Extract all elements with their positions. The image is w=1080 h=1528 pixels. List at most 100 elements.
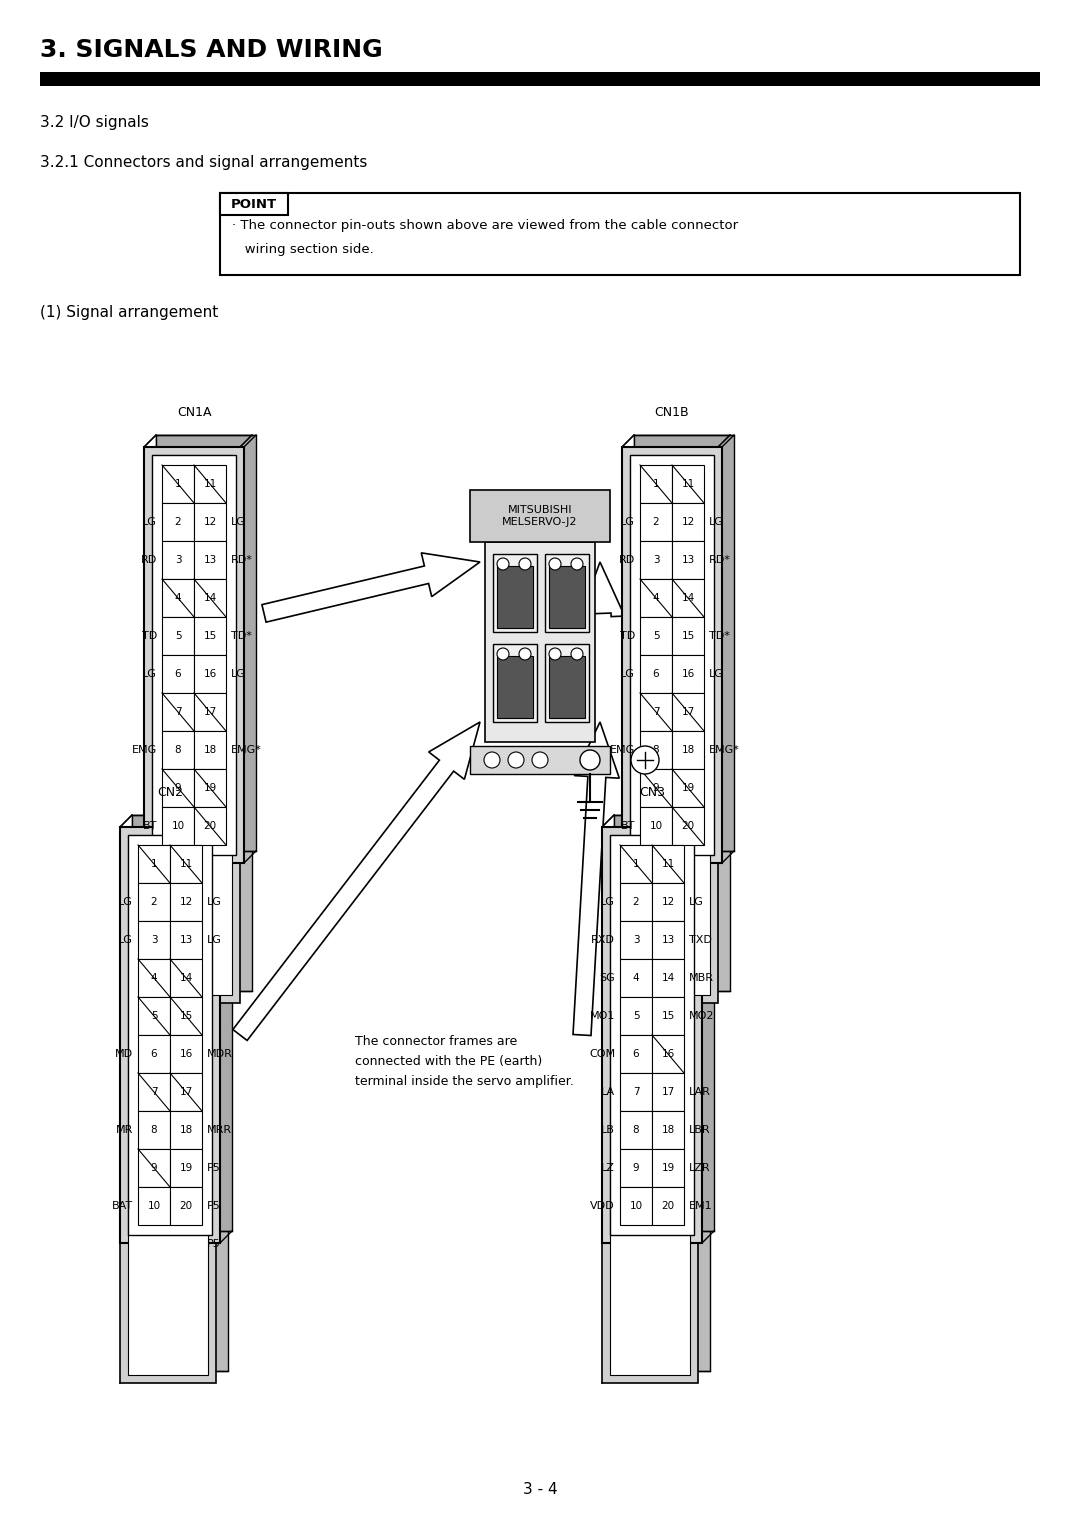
Text: RXD: RXD — [591, 935, 615, 944]
Circle shape — [497, 558, 509, 570]
Bar — [138, 1073, 170, 1111]
Text: TD*: TD* — [231, 631, 252, 642]
Bar — [156, 435, 252, 992]
Text: 14: 14 — [661, 973, 675, 983]
Text: TD: TD — [620, 631, 635, 642]
Text: CN1A: CN1A — [177, 406, 212, 419]
Text: EMG: EMG — [132, 746, 157, 755]
Text: wiring section side.: wiring section side. — [232, 243, 374, 257]
Bar — [640, 541, 672, 579]
Text: P5: P5 — [207, 1239, 220, 1248]
Text: EMG*: EMG* — [708, 746, 740, 755]
Bar — [170, 883, 202, 921]
Bar — [622, 448, 718, 1002]
Bar — [640, 503, 672, 541]
Text: 11: 11 — [203, 478, 217, 489]
Bar — [620, 1034, 652, 1073]
Circle shape — [549, 648, 561, 660]
Text: MO1: MO1 — [590, 1012, 615, 1021]
Text: LG: LG — [231, 669, 246, 678]
Bar — [620, 996, 652, 1034]
Bar — [610, 834, 694, 1235]
Bar — [220, 193, 1020, 275]
Bar — [630, 455, 710, 995]
Circle shape — [508, 752, 524, 769]
Circle shape — [631, 746, 659, 775]
Text: 2: 2 — [151, 897, 158, 908]
Text: 15: 15 — [681, 631, 694, 642]
Circle shape — [532, 752, 548, 769]
Bar — [622, 448, 723, 863]
Bar — [194, 579, 226, 617]
Text: LG: LG — [689, 897, 704, 908]
Text: RD*: RD* — [231, 555, 253, 565]
Text: CN2: CN2 — [157, 785, 183, 799]
Text: 12: 12 — [681, 516, 694, 527]
Text: 7: 7 — [175, 707, 181, 717]
Text: 4: 4 — [151, 973, 158, 983]
Bar — [194, 656, 226, 694]
Text: 18: 18 — [661, 1125, 675, 1135]
Text: 18: 18 — [681, 746, 694, 755]
Text: 5: 5 — [151, 1012, 158, 1021]
Text: LG: LG — [143, 516, 157, 527]
Text: LG: LG — [620, 516, 635, 527]
Text: 18: 18 — [179, 1125, 192, 1135]
Text: 7: 7 — [151, 1086, 158, 1097]
Text: 8: 8 — [633, 1125, 639, 1135]
Text: 3. SIGNALS AND WIRING: 3. SIGNALS AND WIRING — [40, 38, 382, 63]
Text: 2: 2 — [175, 516, 181, 527]
Text: EMG*: EMG* — [231, 746, 261, 755]
Bar — [138, 1149, 170, 1187]
Text: 14: 14 — [681, 593, 694, 604]
Bar — [194, 769, 226, 807]
Bar — [640, 694, 672, 730]
Bar — [138, 1187, 170, 1225]
Bar — [620, 1187, 652, 1225]
Bar — [652, 1073, 684, 1111]
Text: 19: 19 — [681, 782, 694, 793]
Circle shape — [519, 558, 531, 570]
Bar — [156, 435, 256, 851]
Text: 17: 17 — [179, 1086, 192, 1097]
Bar — [620, 921, 652, 960]
Bar — [138, 1034, 170, 1073]
Text: MR: MR — [116, 1125, 133, 1135]
Bar — [170, 960, 202, 996]
Text: LG: LG — [620, 669, 635, 678]
Bar — [620, 1073, 652, 1111]
Text: MD: MD — [114, 1050, 133, 1059]
Text: 6: 6 — [652, 669, 659, 678]
Bar — [170, 845, 202, 883]
Text: SG: SG — [599, 973, 615, 983]
Text: MBR: MBR — [689, 973, 714, 983]
Bar — [640, 656, 672, 694]
Text: LB: LB — [602, 1125, 615, 1135]
Text: · The connector pin-outs shown above are viewed from the cable connector: · The connector pin-outs shown above are… — [232, 219, 738, 232]
Text: 15: 15 — [179, 1012, 192, 1021]
Bar — [549, 656, 585, 718]
Text: 2: 2 — [633, 897, 639, 908]
Bar — [194, 807, 226, 845]
Bar — [672, 807, 704, 845]
Text: 17: 17 — [681, 707, 694, 717]
Text: 5: 5 — [175, 631, 181, 642]
Bar — [652, 1111, 684, 1149]
Bar — [672, 617, 704, 656]
Text: 12: 12 — [179, 897, 192, 908]
Bar — [194, 503, 226, 541]
Bar — [652, 921, 684, 960]
Bar — [162, 465, 194, 503]
Bar — [144, 448, 240, 1002]
Text: 20: 20 — [179, 1201, 192, 1212]
Bar — [652, 1034, 684, 1073]
Bar — [170, 1073, 202, 1111]
Text: LG: LG — [708, 669, 724, 678]
Bar — [132, 814, 228, 1371]
Bar — [652, 960, 684, 996]
Bar — [672, 656, 704, 694]
Text: MDR: MDR — [207, 1050, 233, 1059]
Bar — [652, 845, 684, 883]
Text: 10: 10 — [630, 1201, 643, 1212]
Text: 3.2 I/O signals: 3.2 I/O signals — [40, 115, 149, 130]
